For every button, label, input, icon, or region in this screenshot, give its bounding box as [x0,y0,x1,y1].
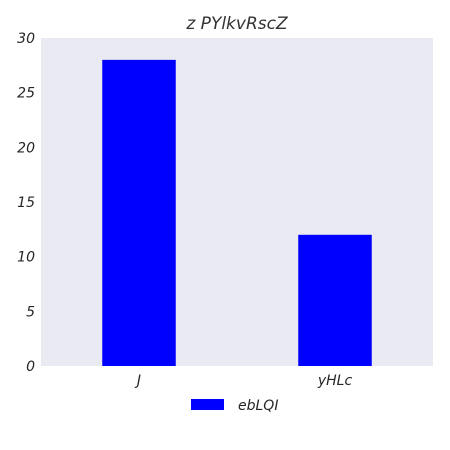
y-tick-label: 30 [17,31,35,47]
y-tick-label: 15 [17,195,35,211]
x-tick-label: J [134,373,141,389]
y-tick-label: 20 [17,140,35,156]
y-axis-ticks: 0 5 10 15 20 25 30 [17,31,35,375]
legend-label: ebLQI [238,398,278,414]
y-tick-label: 5 [26,304,35,320]
plot-area [41,38,433,366]
bars-layer [102,59,372,366]
legend-swatch [191,399,224,410]
chart-title: z PYlkvRscZ [185,14,288,34]
legend: ebLQI [191,398,278,414]
bar-J [102,59,176,366]
y-tick-label: 25 [17,86,35,102]
x-tick-label: yHLc [317,373,353,389]
bar-yHLc [298,234,372,366]
y-tick-label: 10 [17,250,35,266]
y-tick-label: 0 [26,359,35,375]
